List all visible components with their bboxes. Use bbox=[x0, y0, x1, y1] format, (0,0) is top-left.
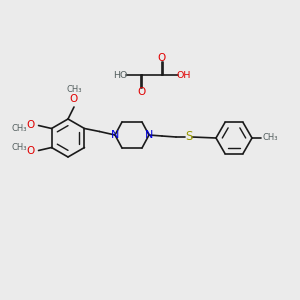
Text: S: S bbox=[185, 130, 193, 143]
Text: O: O bbox=[158, 53, 166, 63]
Text: CH₃: CH₃ bbox=[66, 85, 82, 94]
Text: O: O bbox=[26, 119, 35, 130]
Text: O: O bbox=[138, 87, 146, 97]
Text: CH₃: CH₃ bbox=[12, 124, 27, 133]
Text: O: O bbox=[26, 146, 35, 157]
Text: OH: OH bbox=[177, 70, 191, 80]
Text: HO: HO bbox=[113, 70, 127, 80]
Text: N: N bbox=[111, 130, 119, 140]
Text: O: O bbox=[70, 94, 78, 104]
Text: CH₃: CH₃ bbox=[12, 143, 27, 152]
Text: CH₃: CH₃ bbox=[262, 134, 278, 142]
Text: N: N bbox=[145, 130, 153, 140]
